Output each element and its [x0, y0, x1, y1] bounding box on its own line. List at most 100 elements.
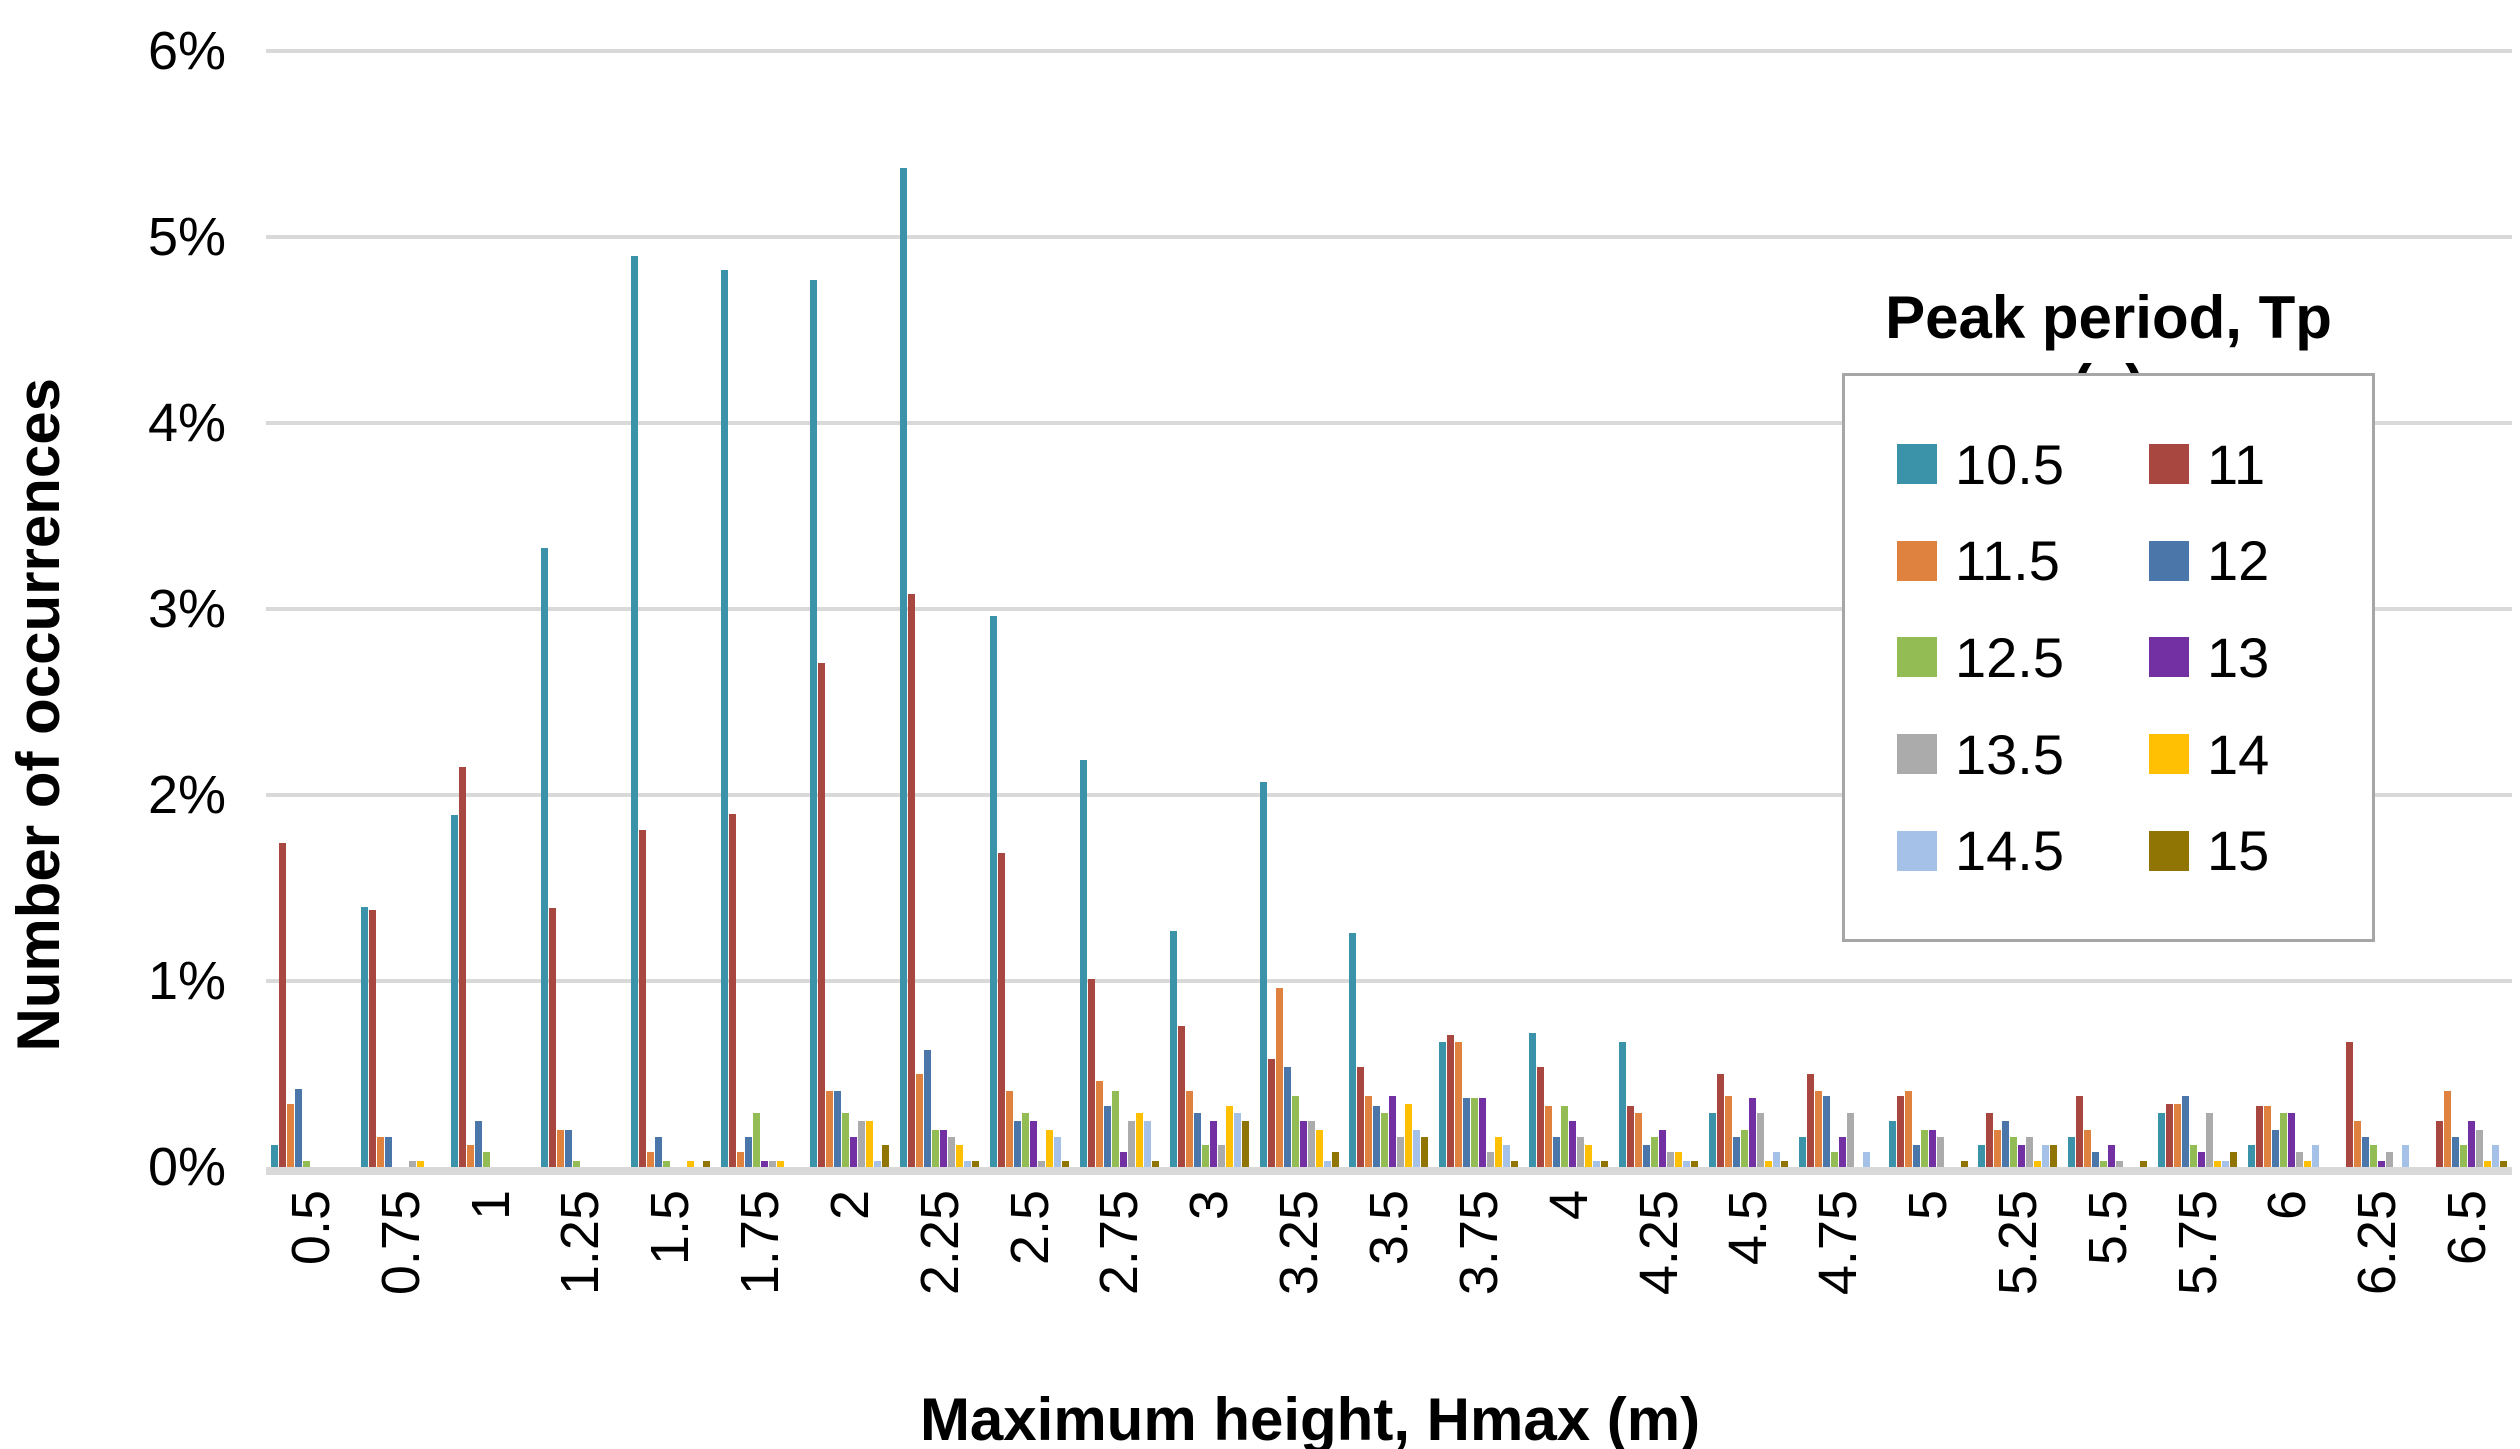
bar-hmax-2-tp-11 — [818, 662, 826, 1167]
bar-hmax-5.75-tp-14 — [2214, 1161, 2222, 1167]
bar-hmax-6.25-tp-12 — [2361, 1137, 2369, 1167]
bar-hmax-5.5-tp-12.5 — [2100, 1161, 2108, 1167]
bar-hmax-5.5-tp-13 — [2108, 1144, 2116, 1167]
bar-hmax-4.5-tp-11 — [1716, 1074, 1724, 1167]
legend-label: 10.5 — [1955, 432, 2064, 496]
bar-hmax-2.5-tp-13 — [1030, 1120, 1038, 1167]
bar-group-6 — [2242, 51, 2332, 1167]
gridline-4pct — [266, 421, 2512, 426]
bar-hmax-3.75-tp-10.5 — [1439, 1042, 1447, 1167]
bar-hmax-6.5-tp-15 — [2499, 1161, 2507, 1167]
bar-hmax-4.75-tp-11 — [1806, 1074, 1814, 1167]
bar-hmax-5.5-tp-10.5 — [2068, 1137, 2076, 1167]
x-tick-label-4.75: 4.75 — [1808, 1190, 1869, 1296]
bar-hmax-2.25-tp-14.5 — [964, 1161, 972, 1167]
x-tick-label-5.25: 5.25 — [1987, 1190, 2048, 1296]
x-tick-label-3: 3 — [1179, 1190, 1240, 1221]
bar-hmax-2.5-tp-11.5 — [1006, 1090, 1014, 1167]
x-tick-label-3.5: 3.5 — [1359, 1190, 1419, 1266]
bar-hmax-3-tp-10.5 — [1169, 930, 1177, 1167]
bar-hmax-5-tp-13 — [1928, 1129, 1936, 1167]
bar-hmax-4.5-tp-14.5 — [1772, 1152, 1780, 1167]
legend-entry-11: 11 — [2149, 416, 2352, 513]
legend-swatch-icon — [1897, 637, 1937, 678]
x-tick-label-2.25: 2.25 — [909, 1190, 970, 1296]
legend-entry-13.5: 13.5 — [1897, 706, 2149, 803]
bar-hmax-2-tp-15 — [882, 1144, 890, 1167]
bar-hmax-2.5-tp-12 — [1014, 1120, 1022, 1167]
bar-hmax-2.5-tp-14.5 — [1054, 1137, 1062, 1167]
x-tick-label-1: 1 — [460, 1190, 521, 1221]
bar-hmax-1-tp-12 — [475, 1120, 483, 1167]
bar-hmax-1.5-tp-15 — [702, 1161, 710, 1167]
bar-hmax-3.25-tp-14 — [1315, 1129, 1323, 1167]
bar-hmax-1.25-tp-12.5 — [572, 1161, 580, 1167]
bar-hmax-1.5-tp-12 — [654, 1137, 662, 1167]
bar-hmax-2-tp-10.5 — [810, 279, 818, 1167]
bar-hmax-3.5-tp-12 — [1373, 1105, 1381, 1167]
gridline-2pct — [266, 793, 2512, 798]
legend-swatch-icon — [1897, 540, 1937, 581]
bar-hmax-0.75-tp-12 — [385, 1137, 393, 1167]
bar-group-4 — [1524, 51, 1614, 1167]
bar-hmax-2-tp-14 — [866, 1120, 874, 1167]
bar-hmax-4.5-tp-12 — [1732, 1137, 1740, 1167]
bar-hmax-6.5-tp-12.5 — [2459, 1144, 2467, 1167]
bar-group-5 — [1883, 51, 1973, 1167]
bar-hmax-1.25-tp-11.5 — [556, 1129, 564, 1167]
x-tick-label-0.5: 0.5 — [280, 1190, 341, 1266]
bar-hmax-2.25-tp-14 — [956, 1144, 964, 1167]
bar-hmax-4.25-tp-14.5 — [1683, 1161, 1690, 1167]
bar-hmax-4-tp-14.5 — [1593, 1161, 1601, 1167]
bar-hmax-2.25-tp-11 — [908, 594, 916, 1167]
bar-hmax-5.25-tp-13.5 — [2026, 1137, 2034, 1167]
bar-hmax-0.5-tp-12 — [295, 1088, 303, 1167]
bar-hmax-2.75-tp-14 — [1135, 1113, 1143, 1167]
legend-swatch-icon — [1897, 444, 1937, 485]
bar-group-1.5 — [625, 51, 715, 1167]
bar-hmax-0.75-tp-10.5 — [361, 906, 369, 1167]
bar-hmax-2-tp-12 — [834, 1090, 842, 1167]
bar-hmax-2-tp-12.5 — [842, 1113, 850, 1167]
bar-hmax-1.75-tp-13 — [760, 1161, 768, 1167]
bar-hmax-4-tp-10.5 — [1529, 1033, 1537, 1167]
x-tick-label-2.75: 2.75 — [1089, 1190, 1150, 1296]
bar-hmax-3.25-tp-15 — [1331, 1152, 1339, 1167]
legend-label: 12.5 — [1955, 625, 2064, 689]
bar-hmax-1.5-tp-11 — [638, 830, 646, 1167]
bar-hmax-4.5-tp-14 — [1764, 1161, 1772, 1167]
legend-label: 14.5 — [1955, 819, 2064, 883]
bar-group-2 — [805, 51, 895, 1167]
bar-hmax-3.75-tp-12.5 — [1471, 1098, 1479, 1167]
bar-group-1.25 — [536, 51, 626, 1167]
bar-hmax-4.25-tp-10.5 — [1619, 1042, 1626, 1167]
bar-group-3 — [1164, 51, 1254, 1167]
bar-hmax-6-tp-12.5 — [2279, 1113, 2287, 1167]
bar-hmax-3.5-tp-14 — [1405, 1103, 1413, 1167]
bar-hmax-2.75-tp-10.5 — [1079, 759, 1087, 1167]
bar-hmax-4-tp-13 — [1569, 1120, 1577, 1167]
x-tick-label-0.75: 0.75 — [370, 1190, 431, 1296]
bar-hmax-3.75-tp-13.5 — [1487, 1152, 1495, 1167]
gridline-3pct — [266, 607, 2512, 611]
bar-hmax-5.75-tp-13.5 — [2206, 1113, 2214, 1167]
x-tick-label-1.75: 1.75 — [730, 1190, 791, 1296]
bar-group-5.25 — [1973, 51, 2063, 1167]
y-tick-label-0pct: 0% — [147, 1137, 226, 1197]
bar-hmax-3.75-tp-14 — [1495, 1137, 1503, 1167]
bar-hmax-3-tp-14.5 — [1233, 1113, 1241, 1167]
bar-hmax-2.5-tp-11 — [998, 852, 1006, 1167]
bar-hmax-3.5-tp-12.5 — [1381, 1113, 1389, 1167]
bar-hmax-5.25-tp-14 — [2034, 1161, 2042, 1167]
bar-hmax-4-tp-13.5 — [1577, 1137, 1585, 1167]
bar-hmax-3.5-tp-13.5 — [1397, 1137, 1405, 1167]
bar-hmax-4-tp-11.5 — [1545, 1105, 1553, 1167]
bar-hmax-2.25-tp-10.5 — [900, 168, 908, 1167]
bar-hmax-5.75-tp-10.5 — [2158, 1113, 2166, 1167]
bar-hmax-5.5-tp-11 — [2076, 1096, 2084, 1167]
legend-label: 12 — [2207, 529, 2270, 593]
bar-hmax-4-tp-12.5 — [1561, 1105, 1569, 1167]
bar-hmax-4-tp-11 — [1537, 1066, 1545, 1167]
bar-hmax-1.5-tp-10.5 — [630, 255, 638, 1167]
bar-hmax-3.5-tp-11.5 — [1365, 1096, 1373, 1167]
